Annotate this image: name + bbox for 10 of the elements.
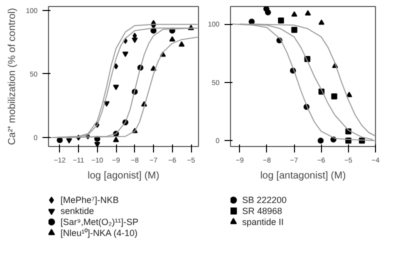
y-axis-title: Ca²⁺ mobilization (% of control) (6, 8, 18, 145)
legend-label: [Nleu¹⁰]-NKA (4-10) (60, 228, 138, 238)
legend-label: spantide II (242, 216, 284, 227)
legend-label: SB 222200 (242, 195, 287, 206)
legend-label: [Sar⁹,Met(O₂)¹¹]-SP (60, 216, 138, 227)
legend-label: SR 48968 (242, 206, 282, 216)
x-axis-title: log [antagonist] (M) (260, 170, 346, 182)
legend-label: senktide (60, 206, 94, 216)
x-axis-title: log [agonist] (M) (88, 170, 160, 182)
legend-label: [MePhe⁷]-NKB (60, 195, 119, 206)
